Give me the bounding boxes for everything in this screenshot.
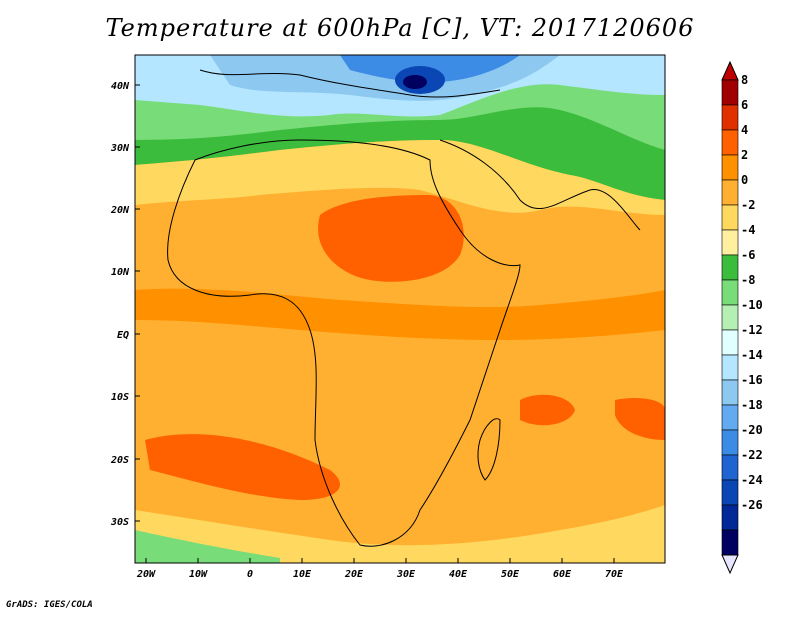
colorbar-label: -24 [741,473,763,487]
colorbar-label: -4 [741,223,756,237]
lon-label: 20E [344,569,364,580]
lon-labels: 20W 10W 0 10E 20E 30E 40E 50E 60E 70E [136,569,624,580]
colorbar-segment [721,329,739,356]
credit-text: GrADS: IGES/COLA [6,600,93,610]
lat-label: 10S [111,392,129,403]
colorbar-segment [721,279,739,306]
lon-label: 20W [136,569,156,580]
colorbar-segment [721,154,739,181]
lon-label: 60E [553,569,572,580]
lon-label: 10E [293,569,312,580]
colorbar-segment [721,104,739,131]
lon-label: 40E [449,569,468,580]
lon-label: 70E [605,569,624,580]
colorbar-segment [721,204,739,231]
lat-label: 20S [110,455,129,466]
lon-label: 50E [501,569,520,580]
colorbar-label: 6 [741,98,749,112]
colorbar-segment [721,504,739,531]
colorbar-label: 0 [741,173,749,187]
lat-label: 10N [111,267,130,278]
colorbar-top-arrow [721,60,739,81]
colorbar-label: -26 [741,498,763,512]
colorbar-segment [721,429,739,456]
lon-label: 0 [247,569,253,580]
lat-ticks [135,84,140,522]
map-border [134,54,666,564]
colorbar-label: -16 [741,373,763,387]
colorbar-label: 2 [741,148,749,162]
colorbar-segment [721,529,739,556]
lon-ticks [145,558,615,563]
colorbar-label: -12 [741,323,763,337]
colorbar-label: -14 [741,348,763,362]
colorbar-segment [721,304,739,331]
colorbar-segment [721,454,739,481]
colorbar-label: -8 [741,273,756,287]
colorbar-segment [721,354,739,381]
colorbar-label: 8 [741,73,749,87]
colorbar-segment [721,229,739,256]
colorbar-label: -20 [741,423,763,437]
lat-label: 30N [110,143,130,154]
lat-label: 30S [110,517,129,528]
chart-title: Temperature at 600hPa [C], VT: 201712060… [105,14,695,42]
lat-labels: 40N 30N 20N 10N EQ 10S 20S 30S [110,81,130,528]
temperature-field [135,55,665,563]
lon-label: 30E [396,569,416,580]
lat-label: 40N [111,81,130,92]
colorbar-segment [721,404,739,431]
colorbar-segment [721,129,739,156]
lon-label: 10W [189,569,208,580]
colorbar-segment [721,254,739,281]
colorbar-segment [721,79,739,106]
colorbar-segment [721,179,739,206]
colorbar-label: -10 [741,298,763,312]
colorbar-label: -18 [741,398,763,412]
lat-label: 20N [110,205,130,216]
coastlines [167,69,641,547]
colorbar [721,60,739,575]
colorbar-label: 4 [741,123,749,137]
colorbar-segment [721,479,739,506]
colorbar-label: -6 [741,248,756,262]
lat-label: EQ [117,330,129,341]
colorbar-segment [721,379,739,406]
colorbar-label: -22 [741,448,763,462]
colorbar-label: -2 [741,198,756,212]
colorbar-bottom-arrow [721,554,739,575]
